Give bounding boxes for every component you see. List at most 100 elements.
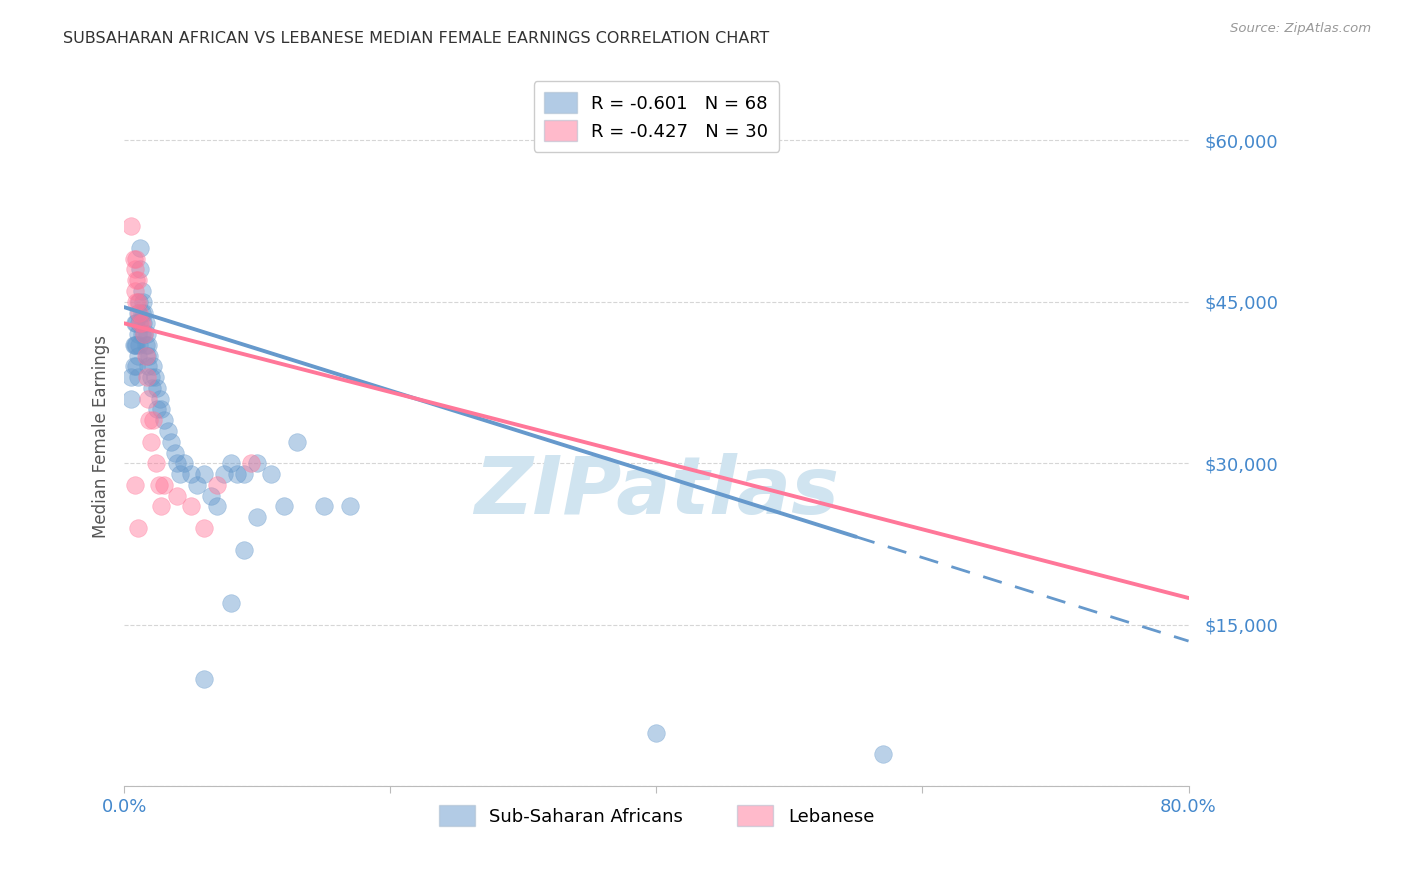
Point	[136, 338, 159, 352]
Point	[233, 542, 256, 557]
Point	[127, 294, 149, 309]
Point	[129, 316, 152, 330]
Point	[127, 370, 149, 384]
Point	[139, 434, 162, 449]
Point	[150, 500, 173, 514]
Point	[193, 467, 215, 482]
Point	[169, 467, 191, 482]
Point	[134, 316, 156, 330]
Point	[125, 338, 148, 352]
Point	[142, 413, 165, 427]
Point	[125, 294, 148, 309]
Point	[122, 338, 145, 352]
Point	[207, 478, 229, 492]
Point	[143, 370, 166, 384]
Point	[129, 241, 152, 255]
Point	[219, 456, 242, 470]
Point	[193, 521, 215, 535]
Point	[285, 434, 308, 449]
Point	[233, 467, 256, 482]
Point	[207, 500, 229, 514]
Point	[124, 262, 146, 277]
Point	[135, 370, 157, 384]
Point	[134, 327, 156, 342]
Point	[138, 413, 160, 427]
Point	[128, 294, 150, 309]
Point	[180, 500, 202, 514]
Point	[186, 478, 208, 492]
Point	[125, 359, 148, 374]
Point	[128, 338, 150, 352]
Point	[149, 392, 172, 406]
Point	[146, 402, 169, 417]
Point	[259, 467, 281, 482]
Point	[125, 273, 148, 287]
Point	[127, 327, 149, 342]
Point	[120, 370, 142, 384]
Point	[180, 467, 202, 482]
Point	[131, 305, 153, 319]
Point	[166, 456, 188, 470]
Point	[138, 349, 160, 363]
Point	[134, 338, 156, 352]
Point	[120, 392, 142, 406]
Point	[163, 445, 186, 459]
Point	[153, 478, 176, 492]
Point	[122, 252, 145, 266]
Point	[134, 305, 156, 319]
Point	[136, 392, 159, 406]
Point	[131, 327, 153, 342]
Point	[120, 219, 142, 234]
Point	[141, 381, 163, 395]
Point	[127, 305, 149, 319]
Point	[246, 510, 269, 524]
Point	[134, 327, 156, 342]
Text: SUBSAHARAN AFRICAN VS LEBANESE MEDIAN FEMALE EARNINGS CORRELATION CHART: SUBSAHARAN AFRICAN VS LEBANESE MEDIAN FE…	[63, 31, 769, 46]
Point	[128, 316, 150, 330]
Text: Source: ZipAtlas.com: Source: ZipAtlas.com	[1230, 22, 1371, 36]
Point	[134, 349, 156, 363]
Point	[135, 349, 157, 363]
Point	[129, 262, 152, 277]
Point	[312, 500, 335, 514]
Point	[131, 316, 153, 330]
Point	[159, 434, 181, 449]
Point	[273, 500, 295, 514]
Point	[166, 489, 188, 503]
Text: ZIPatlas: ZIPatlas	[474, 453, 839, 532]
Point	[124, 316, 146, 330]
Point	[872, 747, 894, 761]
Point	[124, 284, 146, 298]
Y-axis label: Median Female Earnings: Median Female Earnings	[93, 334, 110, 538]
Point	[173, 456, 195, 470]
Point	[132, 316, 155, 330]
Point	[125, 316, 148, 330]
Point	[219, 596, 242, 610]
Point	[122, 359, 145, 374]
Point	[124, 338, 146, 352]
Point	[200, 489, 222, 503]
Point	[127, 349, 149, 363]
Point	[157, 424, 180, 438]
Point	[124, 478, 146, 492]
Point	[645, 725, 668, 739]
Point	[339, 500, 361, 514]
Point	[127, 521, 149, 535]
Point	[136, 359, 159, 374]
Point	[193, 672, 215, 686]
Point	[139, 370, 162, 384]
Point	[246, 456, 269, 470]
Point	[128, 305, 150, 319]
Point	[145, 456, 167, 470]
Point	[142, 359, 165, 374]
Point	[146, 381, 169, 395]
Point	[153, 413, 176, 427]
Point	[132, 294, 155, 309]
Point	[239, 456, 262, 470]
Point	[226, 467, 249, 482]
Point	[212, 467, 235, 482]
Point	[150, 402, 173, 417]
Legend: Sub-Saharan Africans, Lebanese: Sub-Saharan Africans, Lebanese	[432, 798, 882, 833]
Point	[135, 327, 157, 342]
Point	[127, 273, 149, 287]
